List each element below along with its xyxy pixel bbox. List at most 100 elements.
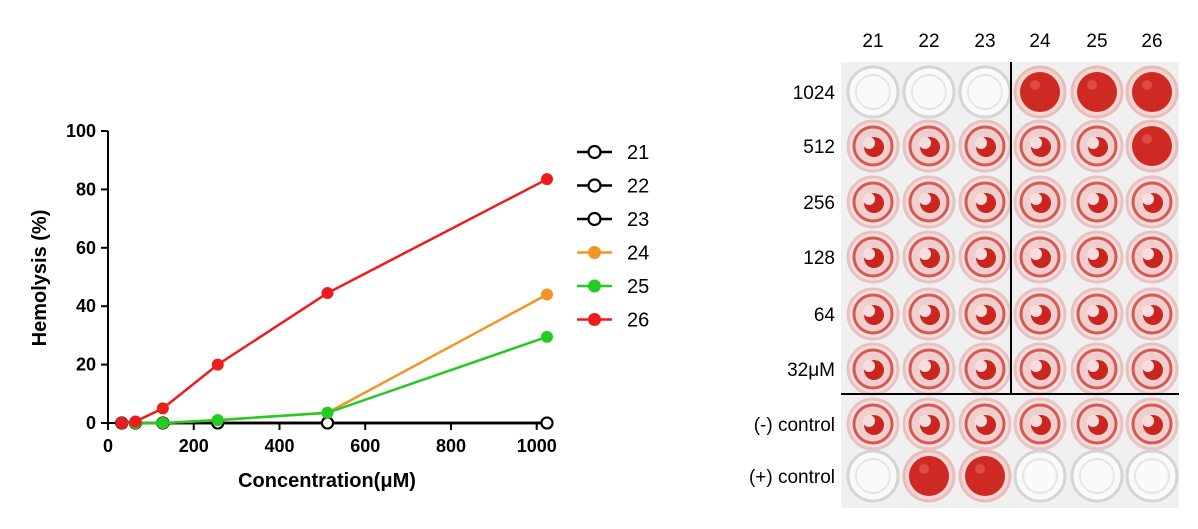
well: [1013, 230, 1067, 284]
plate-column-label: 26: [1141, 31, 1162, 52]
well: [958, 397, 1012, 451]
well: [846, 287, 900, 341]
well: [902, 342, 956, 396]
well: [1070, 175, 1124, 229]
well: [1070, 119, 1124, 173]
x-tick-label: 800: [436, 436, 466, 456]
plate-row-label: 32μM: [787, 360, 835, 381]
x-tick-label: 0: [103, 436, 113, 456]
well: [1125, 65, 1179, 119]
well: [902, 287, 956, 341]
well: [1125, 230, 1179, 284]
y-tick-label: 80: [76, 179, 96, 199]
plate-column-label: 21: [862, 31, 883, 52]
data-point: [156, 417, 169, 429]
well: [902, 175, 956, 229]
data-point: [541, 173, 553, 186]
well: [1125, 287, 1179, 341]
well: [846, 65, 900, 119]
plate-row-label: (-) control: [754, 415, 835, 436]
plate-row-labels: 1024 512 256 128 64 32μM (-) control (+) contro…: [749, 83, 835, 488]
well: [1013, 342, 1067, 396]
y-tick-label: 60: [76, 238, 96, 258]
legend-marker: [587, 211, 602, 227]
well: [1070, 65, 1124, 119]
legend-marker: [588, 246, 601, 259]
well: [1125, 449, 1179, 503]
well: [958, 449, 1012, 503]
well: [846, 342, 900, 396]
plate-row-label: 64: [814, 305, 836, 326]
y-axis-title: Hemolysis (%): [29, 210, 51, 347]
x-tick-label: 400: [264, 436, 294, 456]
well: [1013, 65, 1067, 119]
well: [846, 397, 900, 451]
legend-label: 22: [627, 176, 649, 198]
legend-marker: [588, 313, 601, 326]
plate-column-label: 22: [918, 31, 939, 52]
well: [902, 397, 956, 451]
y-tick-label: 20: [76, 355, 96, 375]
legend-item-25: 25: [577, 276, 649, 298]
well: [902, 119, 956, 173]
well: [1013, 175, 1067, 229]
well: [902, 449, 956, 503]
well: [958, 287, 1012, 341]
hemolysis-chart: 0 200 400 600 800 1000 0 20 40 60 80 100 Concentra…: [29, 121, 649, 492]
data-point: [321, 416, 334, 430]
well: [1125, 397, 1179, 451]
series-line-25: [121, 335, 548, 425]
wells-layer: [846, 65, 1179, 503]
plate-row-label: 128: [803, 248, 835, 269]
data-point: [321, 406, 334, 419]
well: [958, 65, 1012, 119]
plate-column-label: 23: [974, 31, 995, 52]
data-point: [540, 416, 554, 430]
well: [1013, 397, 1067, 451]
legend-label: 25: [627, 276, 649, 298]
data-point: [211, 414, 224, 427]
well: [846, 230, 900, 284]
plate-row-label: (+) control: [749, 467, 835, 488]
well: [958, 342, 1012, 396]
plate-row-label: 512: [803, 137, 835, 158]
well: [1070, 287, 1124, 341]
legend-marker: [587, 178, 602, 193]
legend-label: 26: [627, 310, 649, 332]
well: [902, 65, 956, 119]
plate-row-label: 256: [803, 193, 835, 214]
x-axis-title: Concentration(μM): [238, 470, 416, 492]
series-line-26: [121, 178, 548, 425]
data-point: [541, 288, 553, 301]
series-25: [115, 330, 553, 429]
legend-label: 21: [627, 142, 649, 164]
legend: 21 22 23 24 25 26: [577, 142, 649, 332]
well: [1070, 230, 1124, 284]
well: [1070, 449, 1124, 503]
well: [958, 230, 1012, 284]
legend-label: 24: [627, 243, 649, 265]
well: [1125, 342, 1179, 396]
well: [846, 119, 900, 173]
legend-item-26: 26: [577, 310, 649, 332]
well: [1125, 119, 1179, 173]
well: [846, 449, 900, 503]
well: [958, 119, 1012, 173]
well: [846, 175, 900, 229]
y-tick-label: 0: [86, 413, 96, 433]
well: [1013, 287, 1067, 341]
x-tick-label: 200: [179, 436, 209, 456]
well: [1070, 397, 1124, 451]
y-tick-label: 100: [66, 121, 96, 141]
x-tick-label: 1000: [517, 436, 557, 456]
well-plate: 21 22 23 24 25 26 1024 512 256 128 64 32μM (-) cont…: [749, 31, 1179, 508]
well: [1125, 175, 1179, 229]
legend-item-22: 22: [577, 176, 649, 198]
legend-item-23: 23: [577, 209, 649, 231]
legend-item-21: 21: [577, 142, 649, 164]
series-layer: [115, 173, 554, 430]
well: [1013, 119, 1067, 173]
legend-marker: [587, 144, 602, 160]
data-point: [115, 417, 128, 429]
data-point: [211, 358, 224, 371]
